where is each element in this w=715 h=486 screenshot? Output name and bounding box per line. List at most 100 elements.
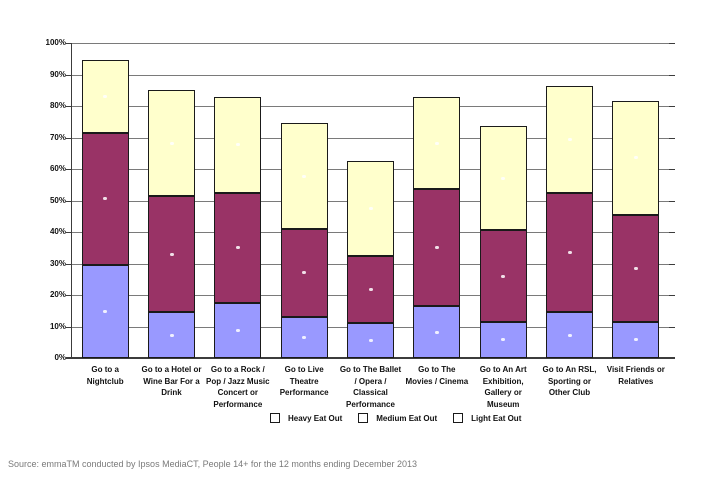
segment-data-label — [434, 246, 439, 250]
segment-data-label — [103, 95, 108, 99]
x-category-label-line: Other Club — [548, 388, 591, 397]
x-category-label-line: Wine Bar For a — [143, 376, 200, 386]
x-category-label-line: Drink — [161, 388, 182, 397]
segment-data-label — [235, 246, 240, 250]
x-category-label-line: Go to a Hotel or — [141, 365, 202, 374]
x-category-label-line: Go to The Ballet — [339, 365, 402, 374]
x-category-label-line: / Opera / — [354, 376, 387, 386]
y-tick-label: 100% — [45, 38, 66, 47]
segment-data-label — [567, 250, 572, 254]
x-category-label: Go to The Movies / Cinema — [399, 364, 475, 387]
y-gridline — [72, 137, 669, 139]
y-axis-tick-right — [669, 169, 675, 170]
segment-data-label — [501, 338, 506, 342]
x-category-label: Go to a Hotel or Wine Bar For a Drink — [133, 364, 209, 399]
y-axis-tick — [66, 295, 72, 296]
bar-segment — [612, 214, 660, 322]
y-tick-label: 10% — [49, 321, 66, 331]
x-category-label: Go to The Ballet / Opera / Classical Perfor… — [332, 364, 408, 410]
y-axis-tick — [66, 326, 72, 328]
segment-data-label — [633, 156, 638, 160]
y-tick-label: 60% — [49, 164, 66, 173]
y-tick-label: 0% — [54, 353, 66, 362]
x-category-label: Go to Live Theatre Performance — [266, 364, 342, 399]
y-axis-tick-right — [669, 74, 675, 76]
segment-data-label — [368, 206, 373, 210]
x-category-label-line: Museum — [486, 399, 520, 409]
segment-data-label — [368, 287, 373, 291]
segment-data-label — [103, 197, 108, 201]
segment-data-label — [434, 141, 439, 145]
segment-data-label — [567, 333, 572, 337]
segment-data-label — [633, 338, 638, 342]
y-axis-tick-right — [669, 200, 675, 202]
y-axis-tick — [66, 200, 72, 202]
bar-segment — [546, 85, 593, 193]
x-category-label-line: Visit Friends or — [606, 365, 665, 374]
segment-data-label — [302, 174, 307, 178]
segment-data-label — [235, 143, 240, 147]
legend-swatch — [453, 413, 464, 423]
x-category-label-line: Go to a — [91, 365, 119, 374]
y-axis-tick — [66, 263, 72, 265]
y-axis-tick — [66, 43, 72, 44]
y-gridline — [72, 43, 669, 44]
segment-data-label — [567, 137, 572, 141]
x-category-label-line: Performance — [346, 399, 395, 409]
segment-data-label — [302, 336, 307, 340]
x-category-label-line: Relatives — [618, 376, 654, 386]
legend-item-heavy-eat-out: Heavy Eat Out — [270, 413, 342, 423]
x-category-label: Go to An Art Exhibition, Gallery or Museum — [465, 364, 541, 410]
segment-data-label — [169, 252, 174, 256]
y-axis-tick-right — [669, 137, 675, 139]
y-tick-label: 70% — [49, 132, 66, 142]
bar-segment — [280, 317, 328, 358]
y-axis-tick-right — [669, 326, 675, 328]
y-gridline — [72, 106, 669, 107]
y-tick-label: 20% — [49, 290, 66, 299]
y-tick-label: 50% — [49, 195, 66, 205]
x-category-label-line: Go to a Rock / — [210, 365, 265, 374]
x-category-label-line: Theatre — [289, 376, 319, 386]
segment-data-label — [103, 310, 108, 314]
y-axis-tick-right — [669, 43, 675, 44]
y-axis-tick-right — [669, 232, 675, 233]
y-axis-tick-right — [669, 263, 675, 265]
x-category-label-line: Performance — [279, 388, 329, 397]
x-category-label-line: Sporting or — [547, 376, 592, 386]
y-gridline — [72, 74, 669, 76]
x-category-label-line: Exhibition, — [482, 376, 524, 386]
x-category-label: Go to a Rock / Pop / Jazz Music Concert or… — [200, 364, 276, 410]
y-axis-tick-right — [669, 295, 675, 296]
x-category-label-line: Pop / Jazz Music — [206, 376, 270, 386]
legend-swatch — [358, 413, 369, 423]
y-axis-tick-right — [669, 106, 675, 107]
y-tick-label: 80% — [49, 101, 66, 110]
y-axis-tick — [66, 74, 72, 76]
legend-label: Medium Eat Out — [376, 413, 438, 423]
segment-data-label — [302, 271, 307, 275]
y-tick-label: 30% — [49, 258, 66, 268]
legend-label: Heavy Eat Out — [288, 413, 343, 423]
x-category-label-line: Go to An RSL, — [542, 365, 597, 374]
x-category-label-line: Go to An Art — [479, 365, 527, 374]
segment-data-label — [434, 330, 439, 334]
x-category-label-line: Go to Live — [284, 365, 324, 374]
x-category-label-line: Performance — [213, 399, 263, 409]
segment-data-label — [633, 266, 638, 270]
legend-swatch — [270, 413, 280, 423]
x-category-label-line: Gallery or — [484, 388, 522, 397]
x-category-label-line: Movies / Cinema — [405, 376, 469, 386]
x-category-label-line: Classical — [353, 388, 388, 397]
x-category-label: Go to a Nightclub — [67, 364, 143, 387]
x-category-label: Go to An RSL, Sporting or Other Club — [531, 364, 607, 399]
x-category-label-line: Nightclub — [86, 376, 124, 386]
y-axis-line — [71, 43, 72, 358]
segment-data-label — [235, 328, 240, 332]
segment-data-label — [501, 274, 506, 278]
x-axis-line — [66, 357, 675, 359]
y-tick-label: 90% — [49, 69, 66, 79]
segment-data-label — [501, 176, 506, 180]
y-axis-tick — [66, 232, 72, 233]
